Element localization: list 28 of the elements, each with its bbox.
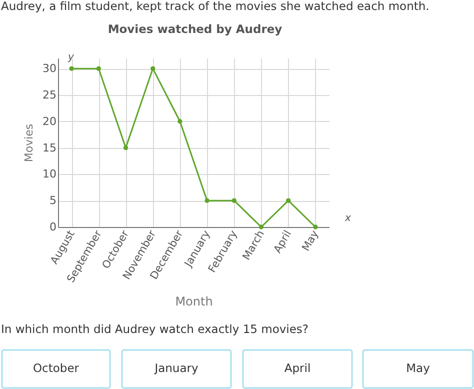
text: x [344, 213, 351, 224]
y-tick-label: 15 [42, 141, 56, 154]
text: April [284, 361, 311, 375]
y-axis-title: Movies [22, 124, 36, 162]
y-tick-label: 30 [42, 62, 56, 76]
x-axis-title: Month [175, 294, 213, 309]
y-tick-label: 5 [50, 194, 56, 208]
y-tick-label: 0 [50, 220, 56, 234]
point [232, 198, 236, 203]
text: In which month did Audrey watch exactly 15 movies? [1, 322, 309, 336]
text: May [406, 361, 430, 375]
point [258, 224, 264, 230]
point [286, 198, 291, 203]
point [204, 198, 210, 203]
point [150, 66, 156, 71]
annotation: y [67, 52, 75, 63]
point [69, 66, 74, 71]
text: Audrey, a film student, kept track of the movies she watched each month. [1, 0, 430, 13]
y-tick-label: 20 [42, 114, 56, 128]
text: October [32, 361, 80, 375]
y-tick-label: 25 [42, 88, 56, 102]
y-tick-label: 10 [42, 168, 56, 181]
text: January [154, 361, 198, 375]
chart-title: Movies watched by Audrey [108, 22, 283, 36]
point [313, 224, 318, 230]
point [96, 66, 101, 71]
point [178, 119, 182, 124]
point [123, 145, 128, 150]
